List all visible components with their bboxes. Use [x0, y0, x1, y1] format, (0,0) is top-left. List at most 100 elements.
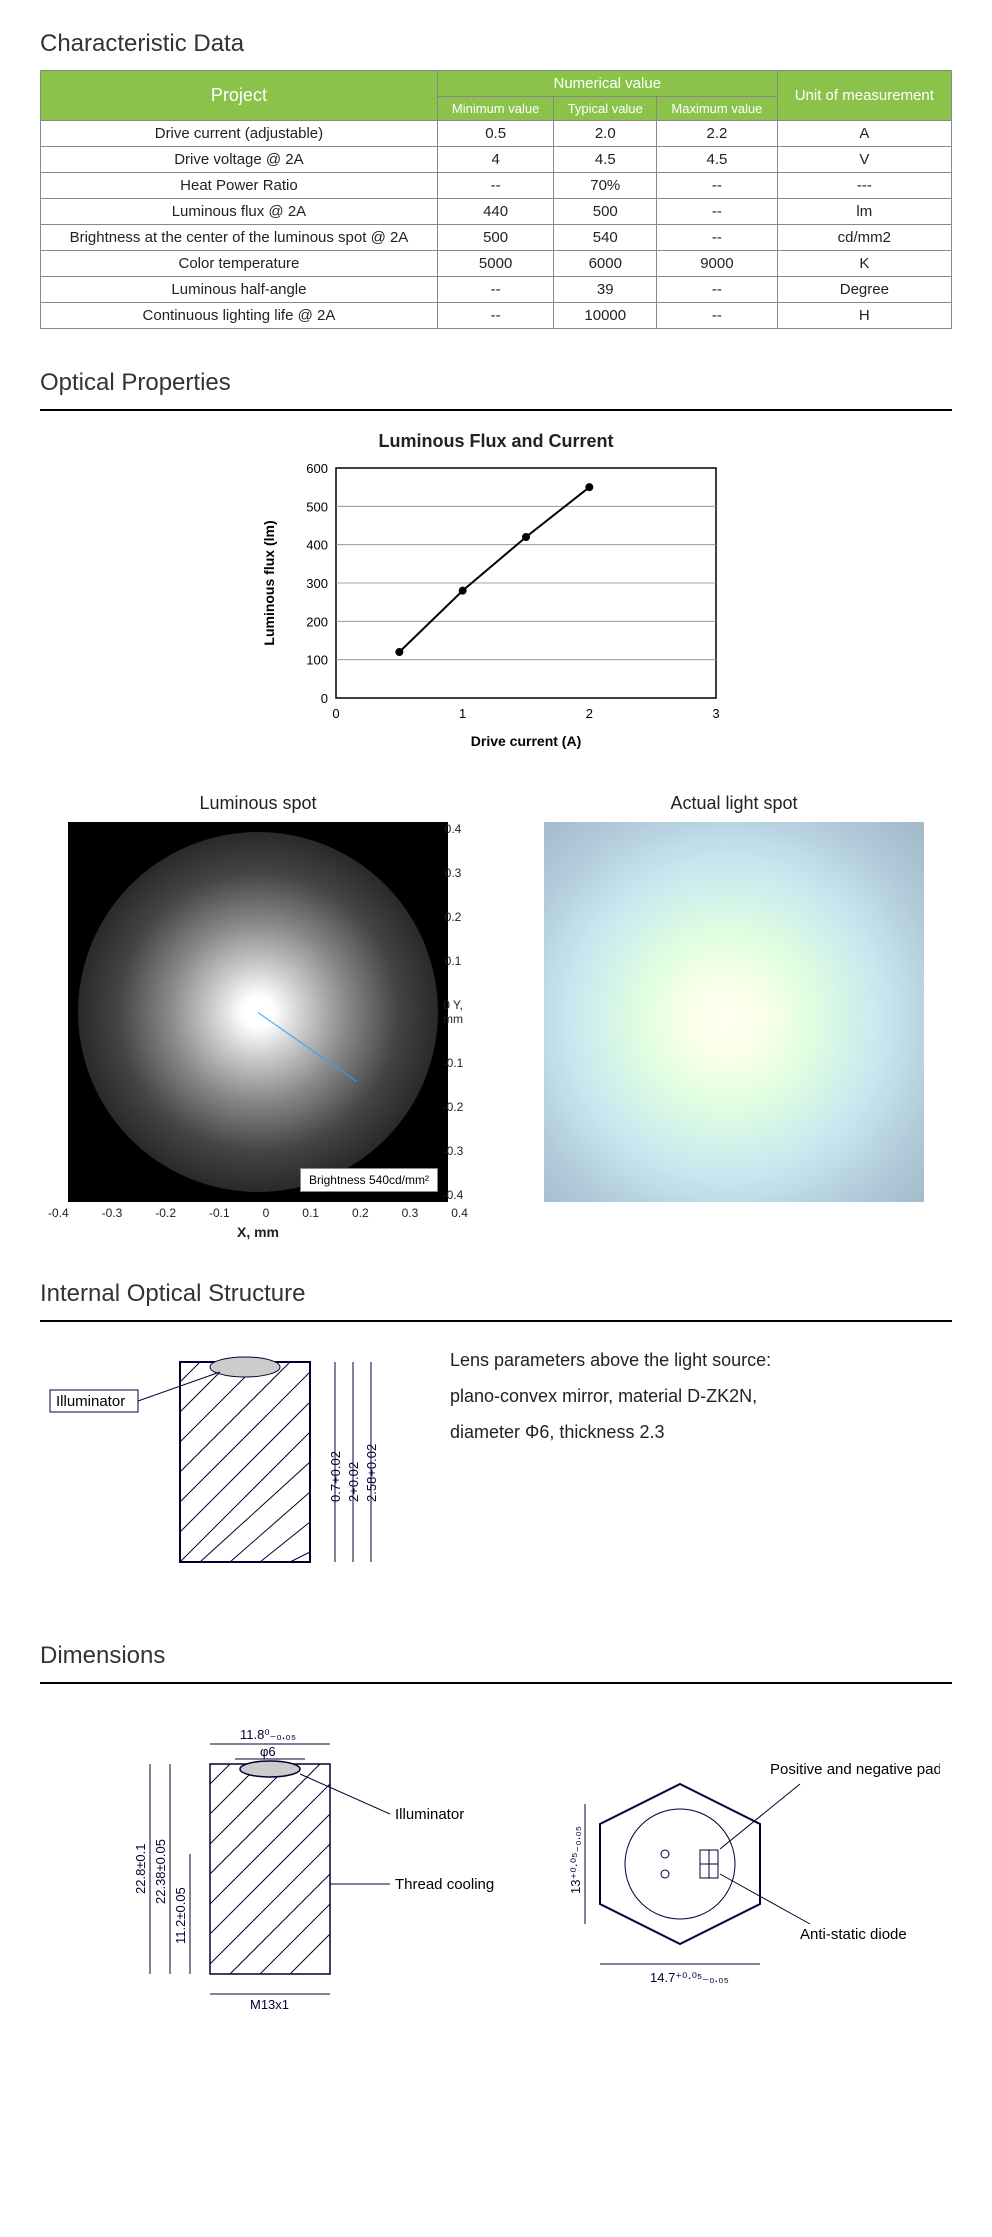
cell-label: Luminous half-angle	[41, 277, 438, 303]
ytick: 0.1	[433, 954, 473, 968]
cell-max: 9000	[657, 251, 778, 277]
brightness-callout: Brightness 540cd/mm²	[300, 1168, 438, 1192]
dimensions-drawing: 11.8⁰₋₀.₀₅ φ6 22.8±0.1 22.38±0.05 11.2±0…	[40, 1704, 940, 2024]
label-anti-static: Anti-static diode	[800, 1926, 907, 1943]
xtick: 0.3	[402, 1206, 419, 1220]
characteristic-heading: Characteristic Data	[40, 30, 952, 58]
svg-text:100: 100	[306, 653, 328, 668]
cell-label: Heat Power Ratio	[41, 173, 438, 199]
svg-text:500: 500	[306, 499, 328, 514]
chart-svg: 01002003004005006000123Drive current (A)…	[256, 458, 736, 758]
lens-line2: plano-convex mirror, material D-ZK2N,	[450, 1378, 771, 1414]
dim-hex-w: 14.7⁺⁰·⁰⁵₋₀.₀₅	[650, 1970, 729, 1985]
svg-text:2: 2	[586, 706, 593, 721]
divider	[40, 1682, 952, 1684]
divider	[40, 409, 952, 411]
luminous-spot-image: Brightness 540cd/mm²	[68, 822, 448, 1202]
dim-thread: M13x1	[250, 1997, 289, 2012]
xtick: 0.2	[352, 1206, 369, 1220]
dim-h1: 22.8±0.1	[133, 1843, 148, 1894]
xtick: -0.2	[155, 1206, 176, 1220]
cell-min: 5000	[437, 251, 553, 277]
cell-min: --	[437, 303, 553, 329]
spot-yticks: 0.4 0.3 0.2 0.1 0 Y, mm -0.1 -0.2 -0.3 -0.4	[433, 822, 473, 1202]
divider	[40, 1320, 952, 1322]
cell-label: Continuous lighting life @ 2A	[41, 303, 438, 329]
lens-description: Lens parameters above the light source: …	[450, 1342, 771, 1450]
dim-top-width: 11.8⁰₋₀.₀₅	[240, 1727, 296, 1742]
table-row: Drive voltage @ 2A44.54.5V	[41, 147, 952, 173]
svg-text:Luminous flux (lm): Luminous flux (lm)	[261, 520, 277, 645]
dim-h2: 22.38±0.05	[153, 1839, 168, 1904]
cell-max: --	[657, 173, 778, 199]
label-pos-neg: Positive and negative pads	[770, 1761, 940, 1778]
cell-unit: A	[777, 121, 951, 147]
ytick: -0.1	[433, 1056, 473, 1070]
table-row: Drive current (adjustable)0.52.02.2A	[41, 121, 952, 147]
xtick: 0	[263, 1206, 270, 1220]
cell-min: 4	[437, 147, 553, 173]
cell-typ: 4.5	[554, 147, 657, 173]
xtick: -0.1	[209, 1206, 230, 1220]
ytick: -0.2	[433, 1100, 473, 1114]
cell-unit: H	[777, 303, 951, 329]
flux-chart: Luminous Flux and Current 01002003004005…	[40, 431, 952, 763]
ytick: 0.3	[433, 866, 473, 880]
label-thread-cooling: Thread cooling	[395, 1876, 494, 1893]
hdr-max: Maximum value	[657, 97, 778, 121]
dim-hex-h: 13⁺⁰·⁰⁵₋₀.₀₅	[568, 1826, 583, 1894]
optical-section: Optical Properties Luminous Flux and Cur…	[40, 369, 952, 1240]
cell-unit: ---	[777, 173, 951, 199]
svg-text:3: 3	[712, 706, 719, 721]
cell-label: Color temperature	[41, 251, 438, 277]
svg-text:200: 200	[306, 614, 328, 629]
cell-max: --	[657, 277, 778, 303]
lens-line1: Lens parameters above the light source:	[450, 1342, 771, 1378]
cell-typ: 500	[554, 199, 657, 225]
xtick: 0.1	[302, 1206, 319, 1220]
cell-unit: V	[777, 147, 951, 173]
cell-label: Luminous flux @ 2A	[41, 199, 438, 225]
characteristic-table: Project Numerical value Unit of measurem…	[40, 70, 952, 329]
lens-line3: diameter Φ6, thickness 2.3	[450, 1414, 771, 1450]
cell-typ: 2.0	[554, 121, 657, 147]
hdr-unit: Unit of measurement	[777, 71, 951, 121]
cell-unit: Degree	[777, 277, 951, 303]
hdr-project: Project	[41, 71, 438, 121]
ytick: 0.2	[433, 910, 473, 924]
cell-min: --	[437, 277, 553, 303]
dimensions-heading: Dimensions	[40, 1642, 952, 1670]
luminous-spot-title: Luminous spot	[40, 793, 476, 814]
ytick: -0.4	[433, 1188, 473, 1202]
label-illuminator: Illuminator	[395, 1806, 464, 1823]
cell-max: --	[657, 199, 778, 225]
spot-xticks: -0.4-0.3-0.2-0.100.10.20.30.4	[48, 1206, 468, 1220]
cell-max: 2.2	[657, 121, 778, 147]
ytick: -0.3	[433, 1144, 473, 1158]
spot-xlabel: X, mm	[40, 1224, 476, 1240]
cell-typ: 10000	[554, 303, 657, 329]
optical-heading: Optical Properties	[40, 369, 952, 397]
internal-drawing: Illuminator 0.7+0.02 2+0.02 2.58+0.02	[40, 1342, 420, 1602]
svg-text:0: 0	[321, 691, 328, 706]
luminous-spot-col: Luminous spot Brightness 540cd/mm² 0.40.…	[40, 793, 476, 1240]
dim-phi6: φ6	[260, 1744, 276, 1759]
ytick: 0 Y, mm	[433, 998, 473, 1026]
cell-typ: 540	[554, 225, 657, 251]
actual-spot-col: Actual light spot	[516, 793, 952, 1240]
table-row: Color temperature500060009000K	[41, 251, 952, 277]
hdr-min: Minimum value	[437, 97, 553, 121]
cell-max: 4.5	[657, 147, 778, 173]
table-row: Heat Power Ratio--70%-----	[41, 173, 952, 199]
internal-heading: Internal Optical Structure	[40, 1280, 952, 1308]
cell-label: Brightness at the center of the luminous…	[41, 225, 438, 251]
dim-h3: 11.2±0.05	[173, 1887, 188, 1944]
table-row: Luminous half-angle--39--Degree	[41, 277, 952, 303]
ytick: 0.4	[433, 822, 473, 836]
cell-typ: 70%	[554, 173, 657, 199]
hdr-numerical: Numerical value	[437, 71, 777, 97]
table-row: Luminous flux @ 2A440500--lm	[41, 199, 952, 225]
svg-text:0: 0	[332, 706, 339, 721]
cell-min: --	[437, 173, 553, 199]
cell-unit: K	[777, 251, 951, 277]
